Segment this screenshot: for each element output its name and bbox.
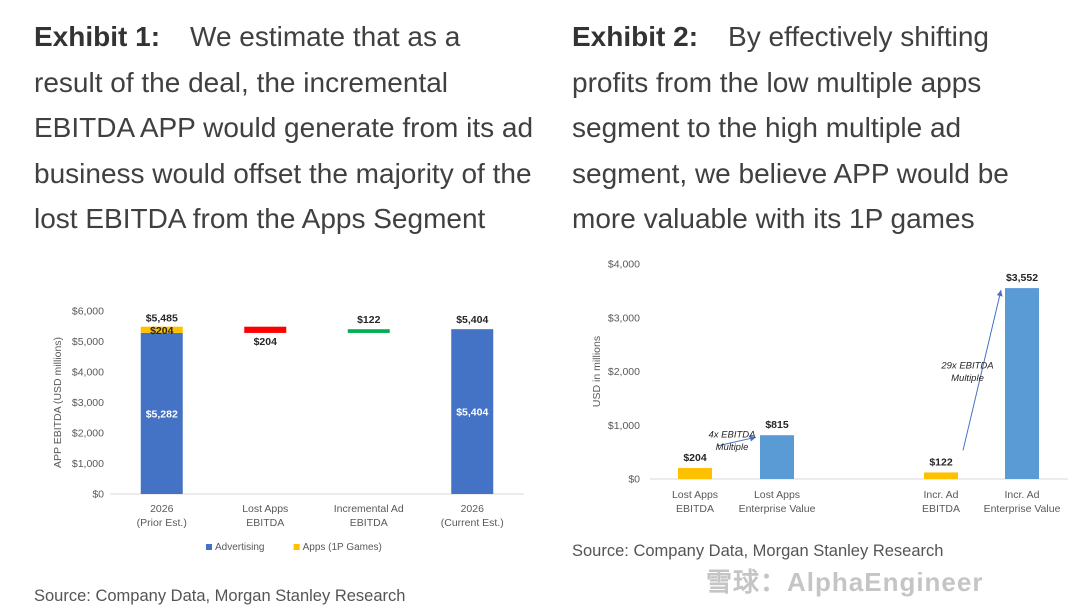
x-tick-label: Lost Apps [672, 489, 718, 501]
exhibit-1-chart: $0 $1,000 $2,000 $3,000 $4,000 $5,000 $6,000 AP… [52, 306, 524, 553]
annotation-text: Multiple [951, 373, 984, 384]
x-tick-label: Incr. Ad [923, 489, 958, 501]
y-tick-label: $3,000 [608, 312, 640, 324]
legend-swatch [293, 544, 300, 550]
exhibit-2-source: Source: Company Data, Morgan Stanley Res… [572, 542, 944, 560]
exhibit-2-title-text: By effectively shifting profits from the… [572, 21, 1009, 234]
bar [1005, 288, 1039, 479]
y-tick-label: $2,000 [608, 366, 640, 378]
y-tick-label: $6,000 [72, 306, 104, 318]
bar-segment-label: $204 [150, 325, 174, 337]
legend-label: Advertising [215, 542, 264, 553]
bar-segment [140, 332, 183, 494]
bar-segment-label: $5,282 [146, 408, 178, 420]
exhibit-2-chart: $0 $1,000 $2,000 $3,000 $4,000 USD in million… [591, 259, 1068, 515]
y-axis-label: USD in millions [591, 336, 603, 407]
x-tick-label: (Prior Est.) [137, 517, 187, 529]
bar [760, 435, 794, 479]
exhibit-2-title: Exhibit 2: By effectively shifting profit… [572, 14, 1052, 242]
annotation-text: Multiple [716, 442, 749, 453]
bar-segment [140, 326, 183, 333]
x-tick-label: Lost Apps [754, 489, 800, 501]
y-tick-label: $4,000 [608, 259, 640, 271]
exhibit-2-label: Exhibit 2: [572, 21, 699, 52]
x-tick-label: 2026 [461, 503, 485, 515]
bar-value-label: $815 [765, 419, 789, 431]
y-axis-label: APP EBITDA (USD millions) [52, 337, 64, 468]
x-tick-label: Enterprise Value [739, 503, 816, 515]
bar-total-label: $5,485 [146, 313, 178, 325]
exhibit-1-title: Exhibit 1: We estimate that as a result o… [34, 14, 534, 242]
bar-value-label: $122 [357, 314, 381, 326]
bar-value-label: $204 [683, 452, 707, 464]
y-tick-label: $1,000 [72, 458, 104, 470]
legend-label: Apps (1P Games) [303, 542, 382, 553]
y-tick-label: $0 [92, 489, 104, 501]
annotation-text: 4x EBITDA [709, 430, 756, 441]
multiple-arrow [716, 435, 757, 447]
x-tick-label: Enterprise Value [984, 503, 1061, 515]
bar-total-label: $5,404 [456, 314, 488, 326]
multiple-arrow [962, 289, 1003, 451]
waterfall-bar [347, 329, 390, 333]
annotation-text: 29x EBITDA [940, 360, 993, 371]
exhibit-1-source: Source: Company Data, Morgan Stanley Res… [34, 587, 406, 605]
y-tick-label: $3,000 [72, 397, 104, 409]
watermark: 雪球：AlphaEngineer [706, 567, 984, 597]
bar [678, 468, 712, 479]
x-tick-label: EBITDA [246, 517, 284, 529]
y-tick-label: $5,000 [72, 336, 104, 348]
bar-segment-label: $5,404 [456, 407, 488, 419]
bar [924, 472, 958, 479]
x-tick-label: Lost Apps [242, 503, 288, 515]
y-tick-label: $2,000 [72, 428, 104, 440]
bar-segment [451, 329, 494, 494]
x-tick-label: Incremental Ad [334, 503, 404, 515]
exhibit-1-title-text: We estimate that as a result of the deal… [34, 21, 534, 234]
x-tick-label: 2026 [150, 503, 174, 515]
bar-value-label: $122 [929, 456, 953, 468]
x-tick-label: (Current Est.) [441, 517, 504, 529]
legend-swatch [206, 544, 212, 550]
x-tick-label: EBITDA [676, 503, 714, 515]
y-tick-label: $0 [628, 474, 640, 486]
waterfall-bar [244, 326, 287, 333]
exhibit-1-label: Exhibit 1: [34, 21, 161, 52]
x-tick-label: EBITDA [350, 517, 388, 529]
y-tick-label: $4,000 [72, 367, 104, 379]
bar-value-label: $204 [254, 336, 278, 348]
x-tick-label: Incr. Ad [1004, 489, 1039, 501]
x-tick-label: EBITDA [922, 503, 960, 515]
y-tick-label: $1,000 [608, 420, 640, 432]
bar-value-label: $3,552 [1006, 272, 1038, 284]
